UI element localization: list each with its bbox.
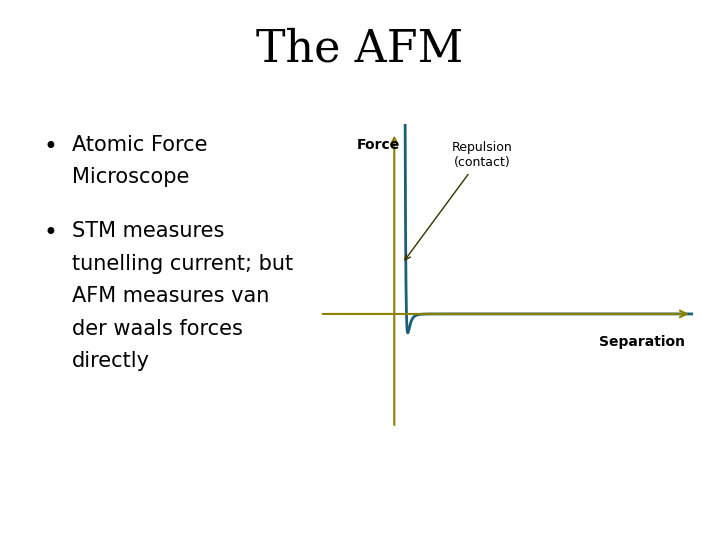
Text: Force: Force <box>357 138 400 152</box>
Text: Microscope: Microscope <box>72 167 189 187</box>
Text: Repulsion
(contact): Repulsion (contact) <box>405 141 513 260</box>
Text: Separation: Separation <box>599 335 685 349</box>
Text: The AFM: The AFM <box>256 27 464 70</box>
Text: Atomic Force: Atomic Force <box>72 135 207 155</box>
Text: der waals forces: der waals forces <box>72 319 243 339</box>
Text: tunelling current; but: tunelling current; but <box>72 254 293 274</box>
Text: directly: directly <box>72 351 150 371</box>
Text: STM measures: STM measures <box>72 221 225 241</box>
Text: AFM measures van: AFM measures van <box>72 286 269 306</box>
Text: •: • <box>43 135 57 159</box>
Text: •: • <box>43 221 57 245</box>
